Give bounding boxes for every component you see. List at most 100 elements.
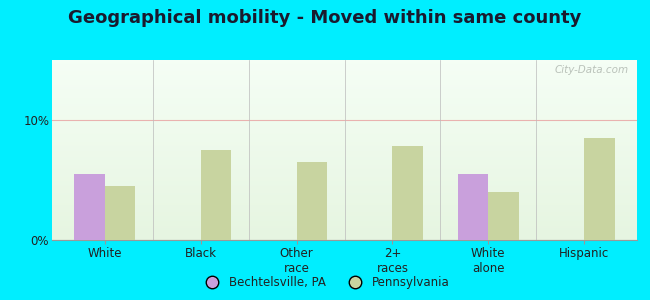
Bar [52,170,637,171]
Bar [52,188,637,189]
Bar [52,231,637,232]
Bar [52,121,637,122]
Bar [52,199,637,200]
Bar [52,216,637,217]
Bar [52,145,637,146]
Bar [52,97,637,98]
Bar [52,94,637,95]
Bar [52,183,637,184]
Bar [52,179,637,180]
Bar [52,184,637,185]
Bar [52,64,637,65]
Bar [52,163,637,164]
Bar [52,175,637,176]
Bar [52,193,637,194]
Bar [52,206,637,207]
Bar [52,112,637,113]
Bar [52,65,637,66]
Bar [52,148,637,149]
Bar [393,146,423,240]
Bar [52,219,637,220]
Bar [52,73,637,74]
Bar [488,192,519,240]
Bar [52,61,637,62]
Bar [52,96,637,97]
Bar [52,130,637,131]
Bar [52,129,637,130]
Bar [52,215,637,216]
Bar [52,142,637,143]
Bar [52,92,637,93]
Bar [52,114,637,115]
Bar [52,141,637,142]
Bar [52,126,637,127]
Bar [52,62,637,63]
Bar [52,197,637,198]
Bar [52,98,637,99]
Bar [52,167,637,168]
Bar [52,113,637,114]
Bar [52,194,637,195]
Bar [52,116,637,117]
Bar [52,81,637,82]
Bar [52,213,637,214]
Bar [52,108,637,109]
Bar [52,177,637,178]
Bar [52,91,637,92]
Bar [52,138,637,139]
Bar [52,202,637,203]
Bar [52,76,637,77]
Bar [52,99,637,100]
Bar [52,217,637,218]
Bar [52,70,637,71]
Bar [52,69,637,70]
Bar [52,160,637,161]
Bar [52,87,637,88]
Bar [52,80,637,81]
Bar [52,205,637,206]
Bar [52,77,637,78]
Bar [52,221,637,222]
Bar [52,89,637,90]
Bar [52,192,637,193]
Bar [52,223,637,224]
Bar [52,149,637,150]
Bar [52,82,637,83]
Bar [52,90,637,91]
Bar [52,214,637,215]
Bar [52,222,637,223]
Bar [52,105,637,106]
Bar [52,198,637,199]
Bar [52,124,637,125]
Bar [52,180,637,181]
Bar [52,106,637,107]
Bar [52,182,637,183]
Text: Geographical mobility - Moved within same county: Geographical mobility - Moved within sam… [68,9,582,27]
Bar [52,93,637,94]
Bar [52,71,637,72]
Bar [52,134,637,135]
Bar [52,186,637,187]
Bar [52,176,637,177]
Bar [52,151,637,152]
Bar [52,178,637,179]
Bar [52,190,637,191]
Bar [52,211,637,212]
Bar [52,226,637,227]
Bar [52,212,637,213]
Bar [52,233,637,234]
Bar [52,102,637,103]
Bar [52,117,637,118]
Bar [52,161,637,162]
Bar [52,131,637,132]
Bar [52,67,637,68]
Bar [52,60,637,61]
Bar [296,162,327,240]
Bar [52,228,637,229]
Bar [52,118,637,119]
Bar [52,237,637,238]
Bar [52,189,637,190]
Bar [52,140,637,141]
Bar [52,210,637,211]
Bar [52,204,637,205]
